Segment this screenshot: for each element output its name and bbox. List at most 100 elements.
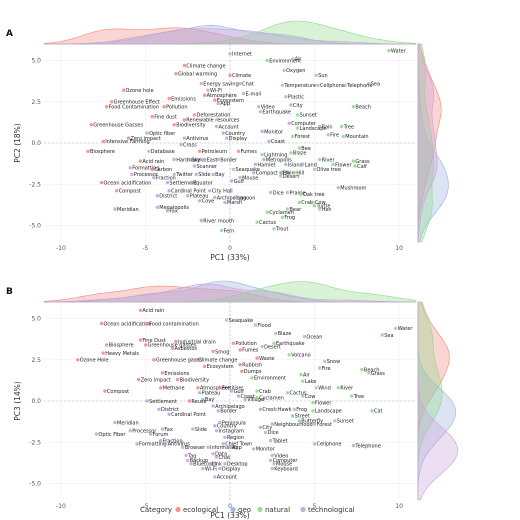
point-label: Fax <box>169 209 177 215</box>
point-label: Blaze <box>293 151 307 157</box>
point-marker <box>211 404 215 408</box>
point-label: Cyclamen <box>259 396 284 402</box>
point-marker <box>311 400 315 405</box>
point-marker <box>323 359 327 364</box>
point-marker <box>172 123 176 127</box>
point-marker <box>152 175 156 180</box>
point-label: Desktop <box>227 462 248 468</box>
point-marker <box>218 420 222 425</box>
point-marker <box>174 339 178 344</box>
point-marker <box>270 422 274 426</box>
point-label: Industrial drain <box>178 339 216 345</box>
point-label: Pollution <box>166 105 187 111</box>
point-marker <box>197 199 202 203</box>
point-marker <box>263 430 268 435</box>
point-marker <box>179 142 183 147</box>
point-label: Border <box>220 409 238 415</box>
point-label: Fraction <box>156 175 176 181</box>
legend-title: Category <box>140 506 172 514</box>
point-marker <box>272 227 276 231</box>
point-label: Carbon <box>154 167 172 173</box>
point-marker <box>336 185 340 190</box>
point-label: Smog <box>215 349 229 355</box>
point-marker <box>370 409 374 413</box>
point-marker <box>341 134 345 139</box>
point-marker <box>224 136 229 140</box>
point-marker <box>145 399 149 403</box>
point-label: Cyclamen <box>269 210 294 216</box>
point-marker <box>289 103 293 107</box>
point-marker <box>150 114 154 119</box>
point-label: Environment <box>254 376 286 382</box>
point-label: Beach <box>364 367 380 373</box>
point-label: Optic fiber <box>149 131 176 137</box>
point-label: Cow <box>315 200 326 206</box>
point-marker <box>326 133 330 137</box>
x-tick-label: 10 <box>395 503 403 510</box>
point-marker <box>213 195 217 200</box>
point-marker <box>316 83 320 88</box>
point-label: Climate change <box>186 63 225 69</box>
point-marker <box>213 424 217 428</box>
point-marker <box>145 321 149 326</box>
point-label: Processor <box>132 429 157 435</box>
point-label: Water <box>391 48 407 54</box>
x-tick-label: 10 <box>395 245 403 252</box>
point-marker <box>214 124 219 129</box>
point-label: Sea <box>384 333 393 339</box>
point-label: Compact disk <box>256 171 290 177</box>
point-marker <box>353 164 357 168</box>
point-label: Meridian <box>117 207 139 213</box>
legend-item-label: technological <box>308 506 355 514</box>
point-label: Bay <box>205 397 214 403</box>
point-marker <box>128 166 132 170</box>
point-label: Biosphere <box>109 343 134 349</box>
point-label: Climate change <box>198 358 237 364</box>
point-label: Chat <box>219 455 231 461</box>
point-marker <box>255 220 259 224</box>
point-marker <box>302 334 307 339</box>
panel-a: A -10 -5 0 5 10 -5.0 -2.5 0.0 2.5 5.0 PC1 (33%) PC2 … <box>6 20 449 262</box>
point-label: Dice <box>268 430 279 436</box>
point-marker <box>367 371 371 375</box>
point-marker <box>181 445 185 449</box>
point-label: Mouse <box>242 175 258 181</box>
top-density-technological <box>43 283 416 303</box>
point-marker <box>238 348 242 352</box>
point-label: Air <box>295 57 303 63</box>
point-marker <box>284 95 288 99</box>
x-axis-label: PC1 (33%) <box>210 511 250 520</box>
point-marker <box>113 420 117 425</box>
point-marker <box>238 363 242 367</box>
point-label: Crab <box>259 389 271 395</box>
point-marker <box>387 48 391 53</box>
point-marker <box>175 377 180 382</box>
point-marker <box>260 152 264 157</box>
point-label: Wind <box>318 386 331 392</box>
point-label: Desert <box>264 344 281 350</box>
point-marker <box>290 134 295 139</box>
point-marker <box>287 121 291 125</box>
point-label: Snow <box>327 359 341 365</box>
point-label: Atmosphere <box>200 386 230 392</box>
point-marker <box>138 159 143 163</box>
point-label: River <box>340 386 354 392</box>
point-label: Bluetooth <box>193 462 217 468</box>
point-marker <box>211 452 215 456</box>
point-marker <box>143 343 148 347</box>
point-marker <box>290 57 295 61</box>
point-label: Compost <box>107 389 129 395</box>
point-label: Archipelago <box>215 404 245 410</box>
point-marker <box>189 180 193 185</box>
point-label: City <box>262 425 272 431</box>
y-tick-label: 5.0 <box>31 316 41 323</box>
point-label: Zero impact <box>141 377 171 383</box>
point-label: Wi-Fi <box>205 466 217 472</box>
point-marker <box>192 164 197 168</box>
point-marker <box>268 458 273 463</box>
point-marker <box>265 210 269 214</box>
point-label: Lagoon <box>237 195 255 201</box>
point-marker <box>216 157 220 162</box>
point-marker <box>295 126 300 130</box>
point-label: Earthquake <box>276 341 305 347</box>
